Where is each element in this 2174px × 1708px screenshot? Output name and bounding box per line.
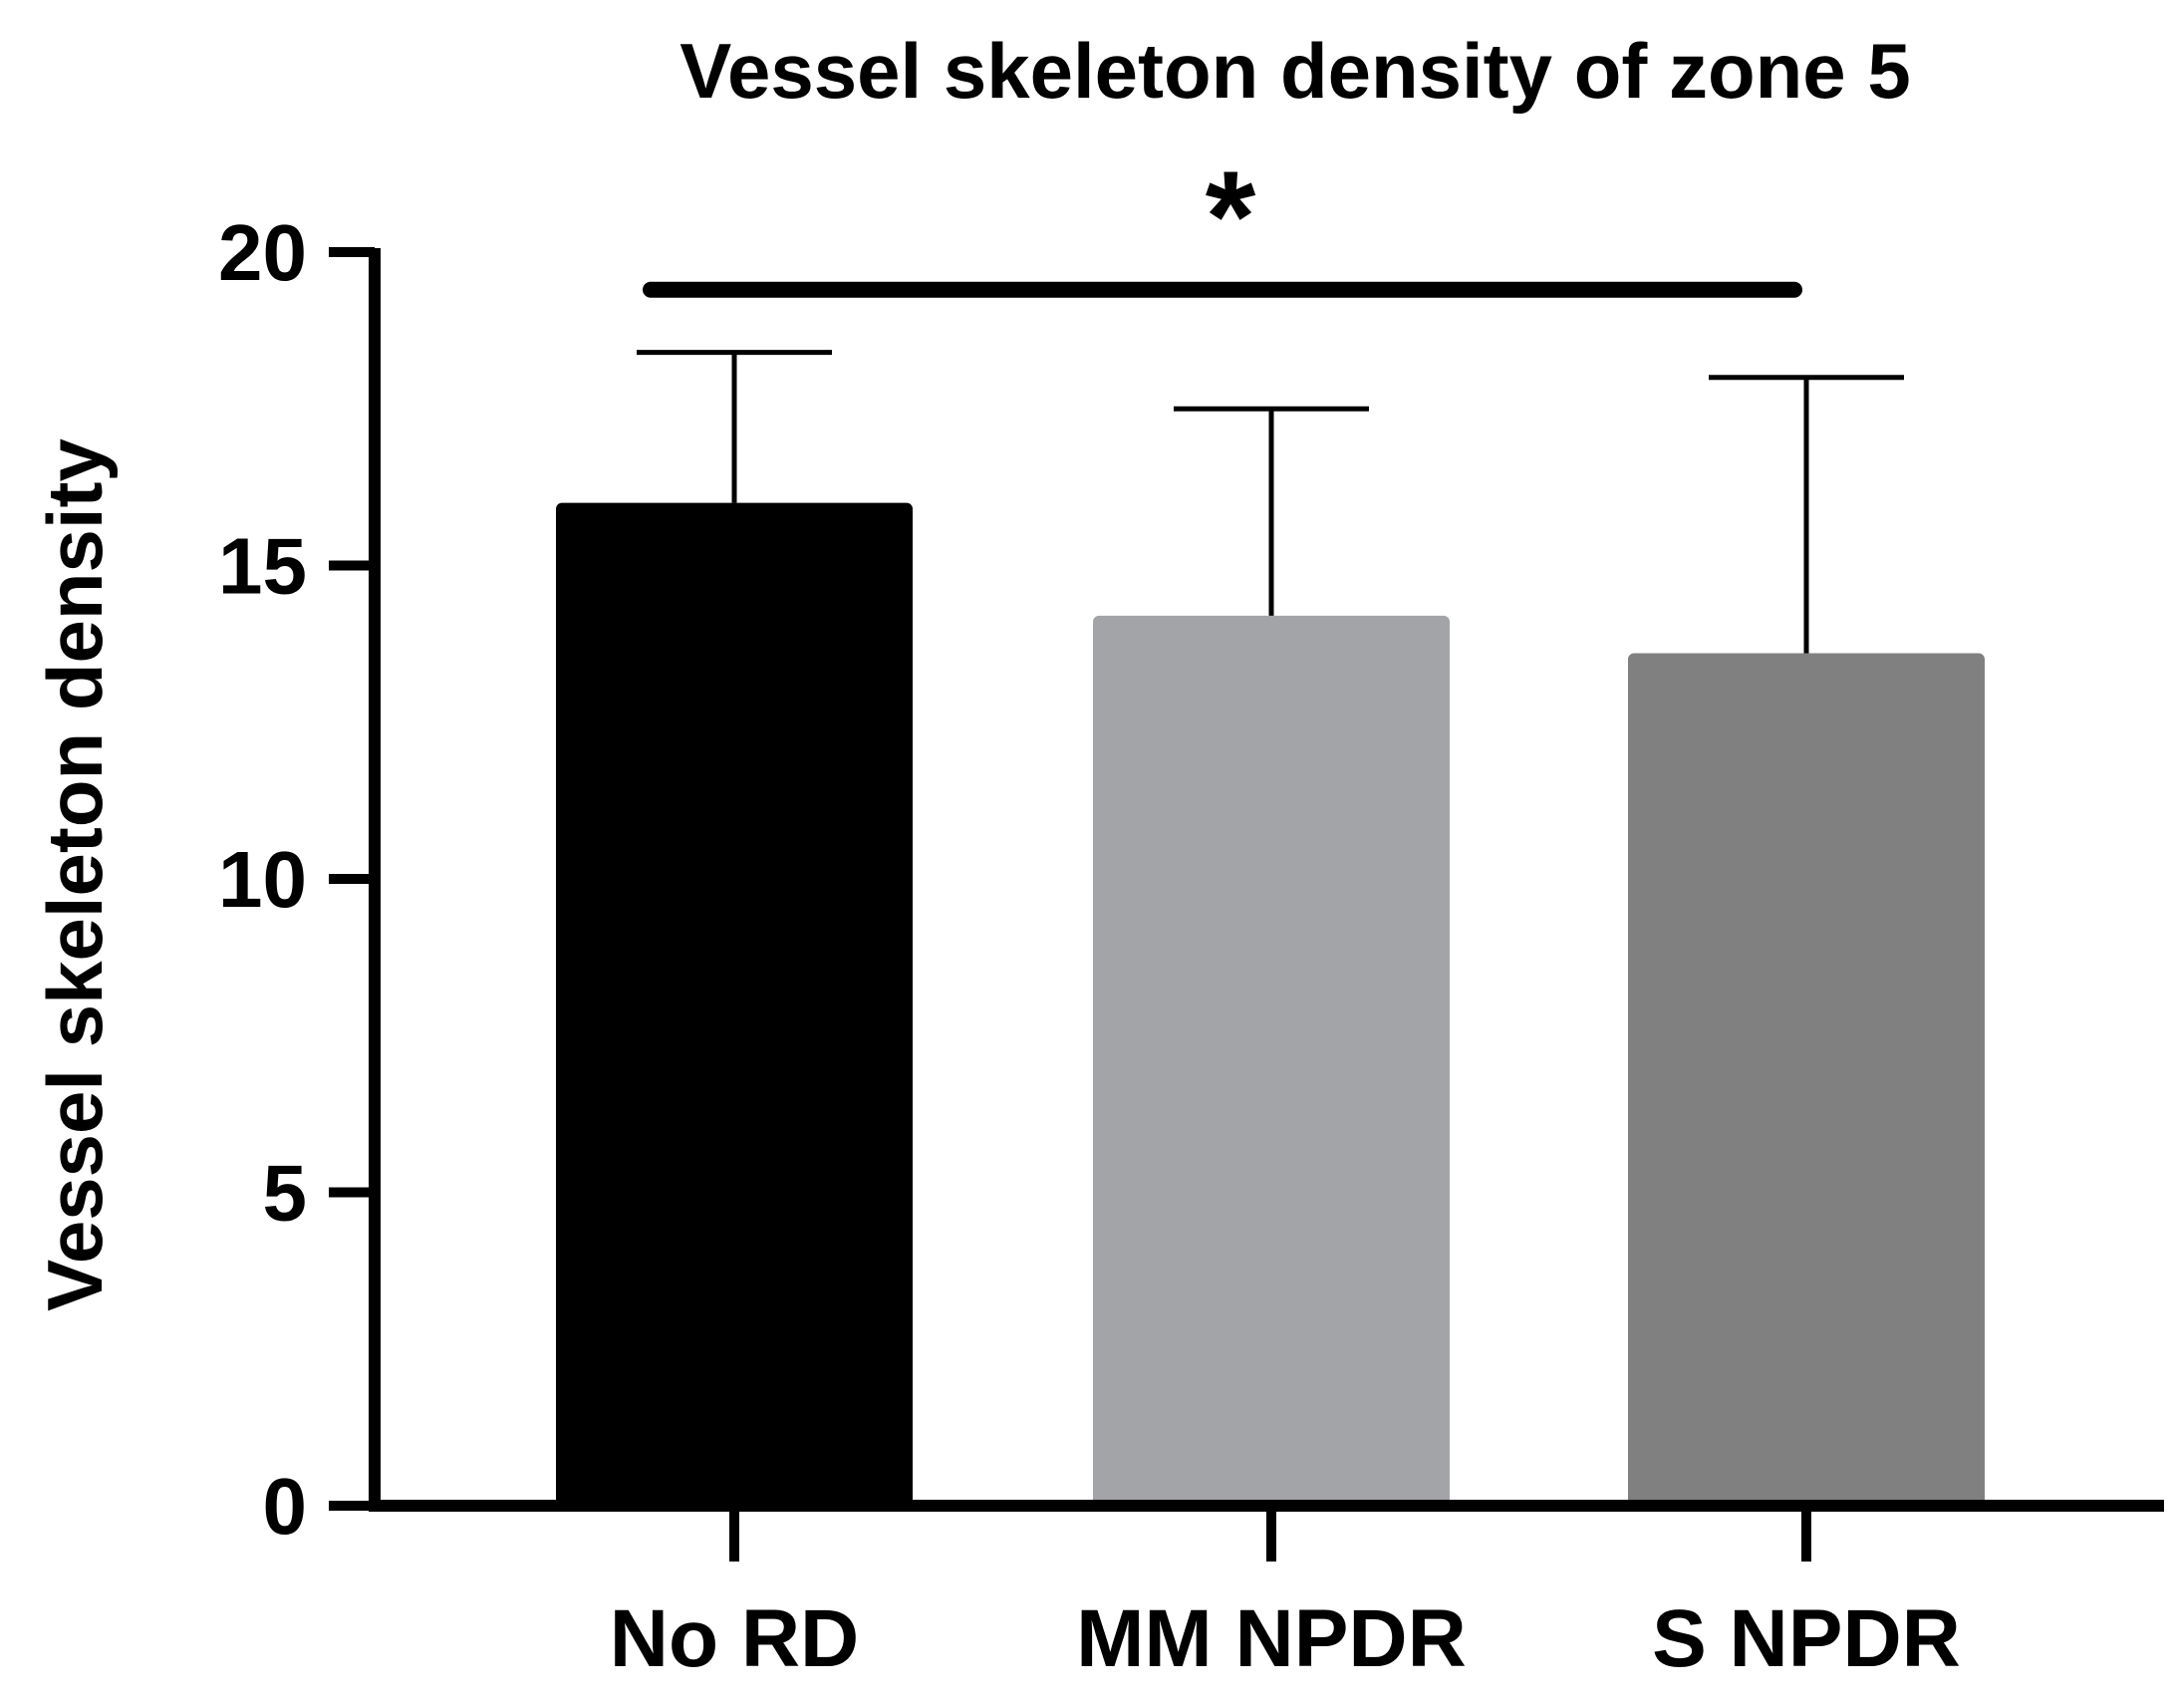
y-tick-label: 0 (263, 1462, 308, 1551)
y-tick-label: 15 (218, 522, 307, 611)
y-tick-label: 5 (263, 1149, 308, 1238)
y-axis-label: Vessel skeleton density (31, 438, 119, 1311)
x-tick-label: No RD (610, 1593, 860, 1684)
bar-mm-npdr (1093, 615, 1450, 1506)
y-tick-label: 10 (218, 835, 307, 924)
x-tick-label: MM NPDR (1076, 1593, 1467, 1684)
bar-s-npdr (1628, 653, 1985, 1506)
y-tick-label: 20 (218, 208, 307, 297)
x-tick-label: S NPDR (1652, 1593, 1961, 1684)
chart-title: Vessel skeleton density of zone 5 (679, 27, 1910, 115)
significance-marker: * (1206, 143, 1256, 289)
bar-no-rd (556, 502, 913, 1507)
